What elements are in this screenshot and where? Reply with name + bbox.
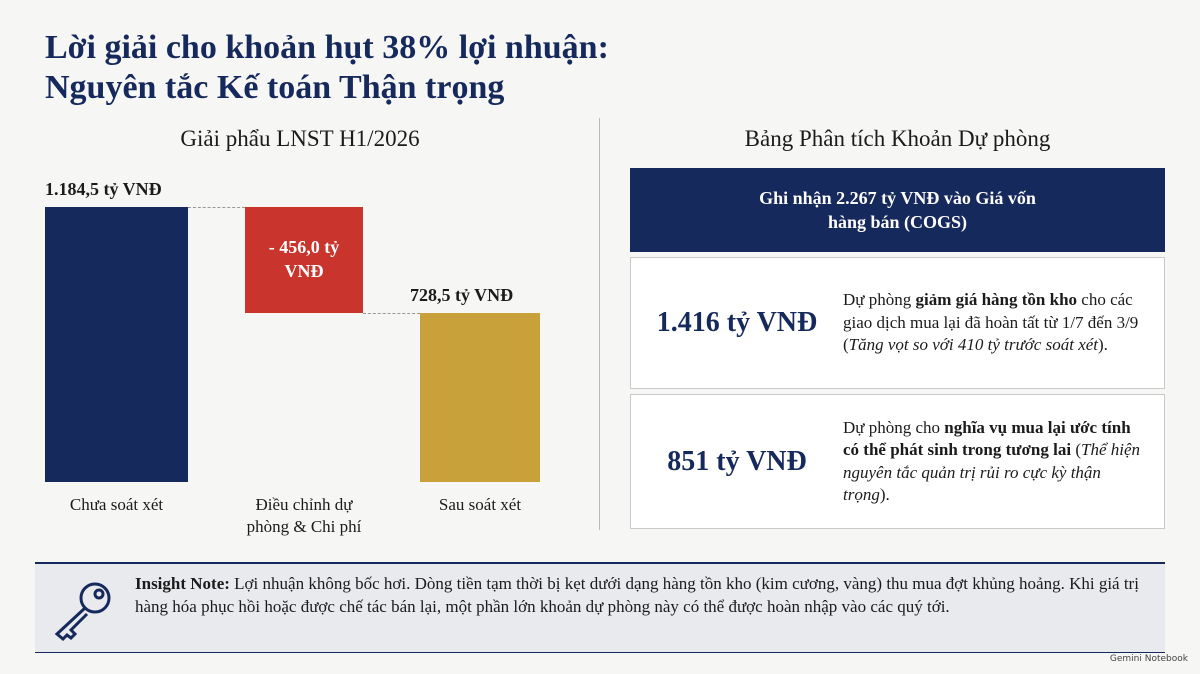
value-label: - 456,0 tỷ VNĐ — [268, 237, 340, 281]
text-segment: Insight Note: — [135, 574, 230, 593]
x-tick-label: Điều chỉnh dự phòng & Chi phí — [246, 495, 362, 536]
table-row: 1.416 tỷ VNĐ Dự phòng giảm giá hàng tồn k… — [630, 257, 1165, 389]
text-segment: giảm giá hàng tồn kho — [915, 290, 1078, 310]
x-tick-label: Chưa soát xét — [69, 495, 164, 514]
table-header: Ghi nhận 2.267 tỷ VNĐ vào Giá vốn hàng b… — [630, 168, 1165, 252]
text-segment: Thể hiện nguyên tắc quản trị rủi ro cực … — [843, 440, 1141, 504]
amount: 851 tỷ VNĐ — [667, 445, 807, 477]
text-segment: Tăng vọt so với 410 tỷ trước soát xét — [848, 335, 1099, 355]
table-row: 851 tỷ VNĐ Dự phòng cho nghĩa vụ mua lại … — [630, 394, 1165, 529]
key-icon — [54, 582, 111, 642]
connector — [363, 312, 420, 314]
text-segment: ( — [1071, 440, 1081, 459]
text-segment: ). — [1098, 335, 1108, 355]
title-line: Lời giải cho khoản hụt 38% lợi nhuận: — [45, 29, 609, 66]
text-segment: Lợi nhuận không bốc hơi. Dòng tiền tạm t… — [135, 574, 1139, 616]
table-title: Bảng Phân tích Khoản Dự phòng — [744, 126, 1051, 151]
connector — [188, 207, 245, 208]
description: Dự phòng cho nghĩa vụ mua lại ước tính c… — [843, 417, 1164, 507]
watermark: Gemini Notebook — [1109, 654, 1188, 664]
insight-note: Insight Note: Lợi nhuận không bốc hơi. D… — [35, 562, 1165, 653]
text-segment: cho các giao dịch mua lại đã hoàn tất từ… — [843, 290, 1139, 355]
bar — [420, 312, 540, 482]
description: Dự phòng giảm giá hàng tồn kho cho các g… — [843, 289, 1164, 357]
divider — [599, 118, 600, 530]
value-label: 1.184,5 tỷ VNĐ — [45, 179, 162, 199]
x-tick-label: Sau soát xét — [438, 495, 522, 514]
bar — [245, 207, 363, 313]
amount: 1.416 tỷ VNĐ — [656, 307, 818, 338]
text-segment: Dự phòng — [843, 290, 916, 310]
text-segment: Dự phòng cho — [843, 417, 945, 437]
chart: 1.184,5 tỷ VNĐ Chưa soát xét - 456,0 tỷ VN… — [0, 0, 600, 560]
table: Ghi nhận 2.267 tỷ VNĐ vào Giá vốn hàng b… — [630, 168, 1165, 529]
value-label: 728,5 tỷ VNĐ — [410, 284, 514, 305]
chart-title: Giải phẩu LNST H1/2026 — [180, 126, 420, 151]
note-text: Insight Note: Lợi nhuận không bốc hơi. D… — [135, 572, 1145, 618]
bar — [45, 207, 188, 482]
text-segment: nghĩa vụ mua lại ước tính có thể phát si… — [843, 417, 1131, 460]
text-segment: ). — [879, 485, 890, 504]
title-line: Nguyên tắc Kế toán Thận trọng — [45, 69, 505, 106]
page-title: Lời giải cho khoản hụt 38% lợi nhuận: Ng… — [45, 28, 609, 108]
